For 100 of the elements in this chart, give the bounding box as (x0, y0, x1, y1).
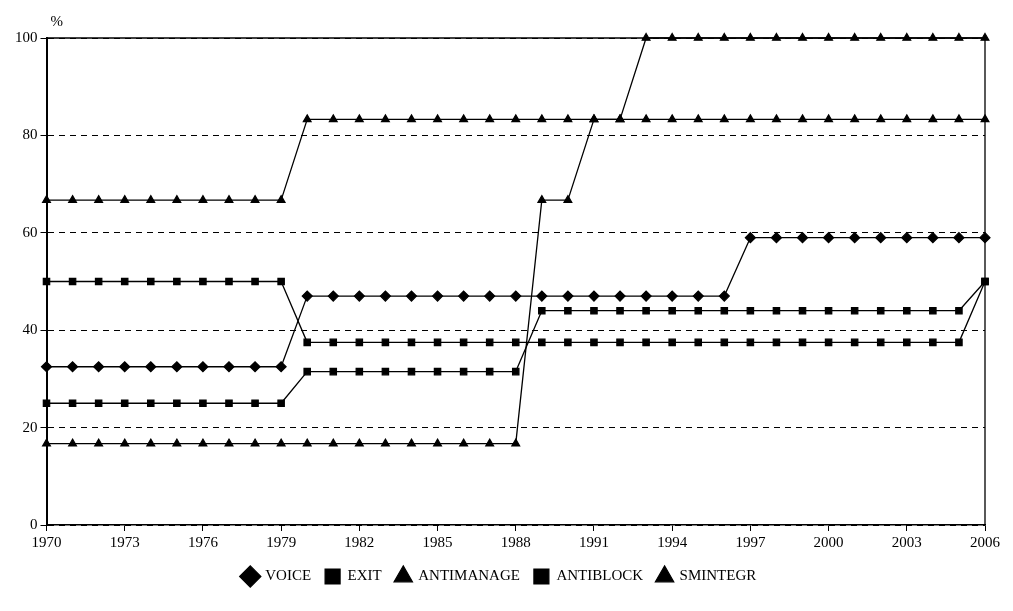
point (250, 438, 260, 447)
point (511, 438, 521, 447)
point (250, 195, 260, 204)
point (876, 306, 885, 315)
point (406, 438, 416, 447)
point (590, 338, 598, 347)
point (953, 232, 965, 244)
point (980, 114, 990, 123)
y-tick-label: 40 (22, 321, 38, 338)
x-tick-label: 1982 (344, 533, 375, 550)
point (588, 290, 600, 302)
x-tick-label: 1970 (31, 533, 62, 550)
point (927, 232, 939, 244)
point (955, 306, 963, 315)
point (745, 114, 755, 123)
legend-label: SMINTEGR (679, 567, 757, 584)
point (537, 195, 547, 204)
point (667, 114, 677, 123)
point (93, 361, 105, 373)
point (66, 361, 79, 373)
point (954, 114, 964, 123)
point (380, 114, 390, 123)
point (850, 32, 860, 41)
point (197, 361, 209, 373)
point (302, 114, 312, 123)
point (954, 32, 964, 41)
point (68, 438, 78, 447)
point (772, 306, 781, 315)
point (720, 338, 729, 347)
point (822, 232, 835, 244)
point (902, 114, 912, 123)
point (249, 361, 261, 373)
point (824, 306, 833, 315)
x-tick-label: 2006 (970, 533, 1001, 550)
x-tick-label: 1979 (266, 533, 297, 550)
x-tick-label: 1985 (422, 533, 453, 550)
legend-label: EXIT (347, 567, 382, 584)
point (928, 32, 938, 41)
point (172, 438, 182, 447)
y-tick-label: 80 (22, 126, 38, 143)
point (94, 438, 104, 447)
point (485, 114, 495, 123)
point (511, 338, 520, 347)
point (850, 114, 860, 123)
y-tick-label: 20 (22, 418, 38, 435)
point (275, 361, 287, 373)
point (979, 232, 991, 244)
point (902, 32, 912, 41)
point (485, 367, 494, 376)
point (147, 399, 155, 408)
point (693, 32, 703, 41)
point (301, 290, 313, 302)
point (147, 277, 155, 286)
point (667, 32, 677, 41)
point (901, 232, 913, 244)
point (640, 290, 652, 302)
point (745, 32, 755, 41)
point (510, 290, 522, 302)
point (68, 195, 78, 204)
point (406, 114, 416, 123)
point (120, 277, 129, 286)
point (849, 232, 861, 244)
point (796, 232, 809, 244)
point (798, 32, 808, 41)
point (120, 438, 130, 447)
point (302, 438, 312, 447)
point (94, 399, 103, 408)
point (327, 290, 339, 302)
point (798, 114, 808, 123)
point (459, 438, 469, 447)
point (173, 277, 181, 286)
point (616, 306, 624, 315)
point (668, 306, 676, 315)
point (850, 306, 859, 315)
point (980, 32, 990, 41)
point (563, 195, 573, 204)
point (40, 361, 53, 373)
point (694, 338, 703, 347)
point (329, 338, 338, 347)
point (405, 290, 418, 302)
point (693, 114, 703, 123)
point (251, 277, 259, 286)
point (641, 32, 651, 41)
point (145, 361, 157, 373)
point (562, 290, 574, 302)
point (484, 290, 496, 302)
point (225, 277, 233, 286)
y-tick-label: 100 (15, 28, 38, 45)
point (642, 306, 650, 315)
point (433, 114, 443, 123)
point (564, 306, 572, 315)
point (303, 367, 311, 376)
point (485, 338, 494, 347)
point (120, 195, 130, 204)
point (119, 361, 131, 373)
point (771, 32, 781, 41)
point (770, 232, 783, 244)
point (666, 290, 678, 302)
point (171, 361, 183, 373)
x-tick-label: 1997 (735, 533, 766, 550)
